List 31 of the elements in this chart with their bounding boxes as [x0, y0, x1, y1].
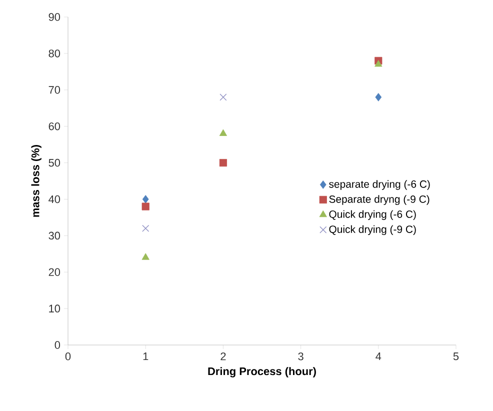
y-tick-label: 10 — [49, 304, 60, 312]
point — [142, 202, 150, 210]
point — [374, 60, 382, 67]
legend-label: Separate dryng (-9 C) — [329, 195, 430, 205]
x-tick-label: 2 — [220, 352, 226, 360]
legend-label: Quick drying (-6 C) — [329, 210, 416, 220]
point — [375, 92, 382, 102]
x-axis-title: Dring Process (hour) — [208, 367, 316, 378]
legend-label: separate drying (-6 C) — [329, 180, 430, 190]
point — [142, 224, 150, 232]
y-tick-label: 30 — [48, 232, 60, 240]
y-tick-label: 50 — [48, 158, 60, 167]
y-axis-title: mass loss (%) — [31, 145, 42, 217]
point — [219, 158, 227, 167]
x-tick-label: 3 — [298, 352, 304, 360]
point — [219, 129, 228, 136]
y-tick-label: 0 — [54, 341, 60, 349]
x-tick-label: 4 — [376, 352, 382, 360]
point — [142, 253, 150, 260]
y-tick-label: 90 — [48, 13, 60, 21]
legend-label: Quick drying (-9 C) — [329, 225, 416, 236]
x-tick-label: 1 — [143, 352, 148, 360]
point — [220, 94, 227, 101]
y-tick-label: 40 — [48, 195, 60, 204]
y-tick-label: 60 — [48, 122, 60, 130]
x-tick-label: 5 — [453, 352, 459, 360]
x-tick-label: 0 — [65, 352, 71, 360]
point — [142, 195, 149, 204]
y-tick-label: 20 — [48, 268, 60, 276]
y-tick-label: 70 — [48, 86, 60, 94]
y-tick-label: 80 — [48, 50, 60, 58]
